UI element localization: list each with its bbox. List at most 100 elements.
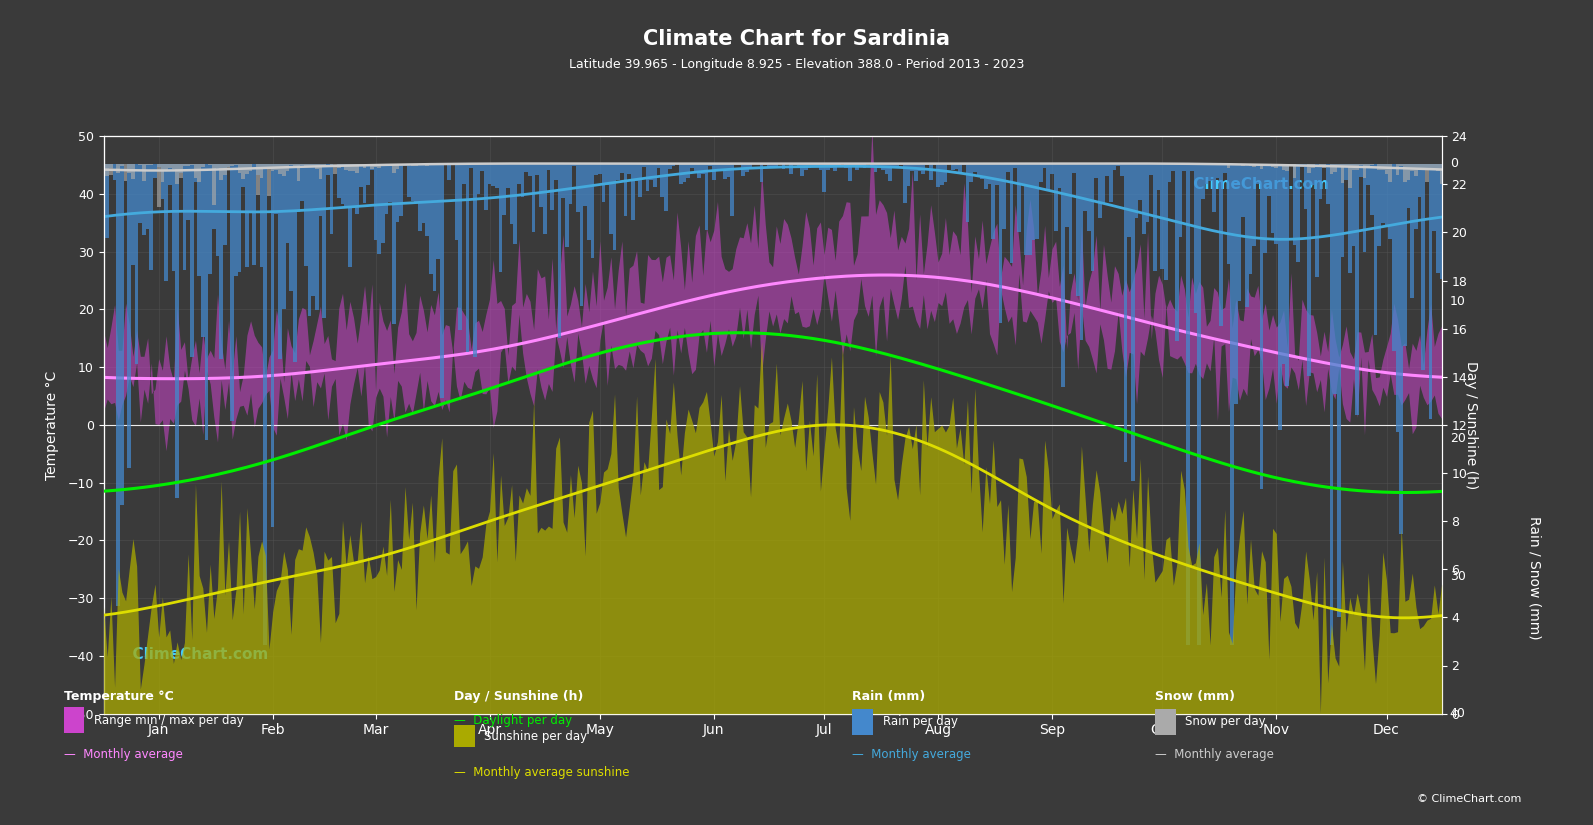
Bar — [973, 163, 977, 172]
Bar — [1235, 163, 1238, 165]
Bar — [859, 163, 863, 165]
Bar — [400, 163, 403, 215]
Bar — [1223, 163, 1227, 172]
Bar — [704, 163, 709, 230]
Bar — [510, 163, 513, 224]
Bar — [1418, 163, 1421, 167]
Text: © ClimeChart.com: © ClimeChart.com — [1416, 794, 1521, 804]
Bar — [1007, 163, 1010, 172]
Bar — [462, 163, 465, 184]
Bar — [1050, 163, 1055, 174]
Bar — [1421, 163, 1426, 370]
Bar — [411, 163, 414, 201]
Bar — [381, 163, 386, 243]
Bar — [108, 163, 113, 168]
Bar — [1227, 163, 1230, 263]
Bar — [172, 163, 175, 271]
Bar — [895, 163, 900, 167]
Bar — [209, 163, 212, 165]
Bar — [1241, 163, 1246, 166]
Bar — [1131, 163, 1134, 481]
Bar — [870, 163, 873, 167]
Bar — [282, 163, 285, 309]
Bar — [1120, 163, 1123, 177]
Bar — [378, 163, 381, 254]
Bar — [911, 163, 914, 171]
Bar — [1337, 163, 1341, 617]
Bar — [422, 163, 425, 223]
Bar — [969, 163, 973, 182]
Bar — [425, 163, 429, 166]
Bar — [914, 163, 918, 182]
Bar — [1168, 163, 1171, 182]
Bar — [322, 163, 327, 165]
Bar — [1142, 163, 1145, 234]
Bar — [271, 163, 274, 171]
Bar — [231, 163, 234, 166]
Bar — [260, 163, 263, 177]
Bar — [1421, 163, 1426, 171]
Bar — [1204, 163, 1207, 184]
Bar — [1201, 163, 1204, 199]
Bar — [304, 163, 307, 266]
Bar — [226, 163, 231, 167]
Bar — [1303, 163, 1308, 209]
Bar — [299, 163, 304, 200]
Bar — [237, 163, 242, 173]
Bar — [190, 163, 194, 356]
Bar — [403, 163, 406, 166]
Bar — [194, 163, 198, 182]
Bar — [1289, 163, 1294, 165]
Bar — [338, 163, 341, 168]
Bar — [1403, 163, 1407, 182]
Bar — [1157, 163, 1160, 190]
Bar — [1399, 163, 1403, 166]
Bar — [242, 163, 245, 178]
Bar — [1260, 163, 1263, 489]
Bar — [319, 163, 322, 179]
Bar — [723, 163, 726, 179]
Bar — [178, 163, 183, 178]
Bar — [363, 163, 366, 203]
Bar — [1055, 163, 1058, 231]
Bar — [999, 163, 1002, 323]
Bar — [1117, 163, 1120, 166]
Bar — [613, 163, 616, 250]
Bar — [825, 163, 830, 170]
Bar — [763, 163, 768, 165]
Bar — [448, 163, 451, 180]
Bar — [164, 163, 167, 280]
Bar — [642, 163, 645, 167]
Text: Rain per day: Rain per day — [883, 715, 957, 728]
Bar — [1080, 163, 1083, 340]
Bar — [1278, 163, 1282, 165]
Bar — [389, 163, 392, 202]
Bar — [965, 163, 969, 222]
Bar — [311, 163, 315, 296]
Bar — [1282, 163, 1286, 169]
Bar — [583, 163, 586, 206]
Bar — [1102, 163, 1106, 204]
Bar — [977, 163, 980, 176]
Bar — [1083, 163, 1086, 210]
Bar — [220, 163, 223, 359]
Bar — [279, 163, 282, 174]
Bar — [1171, 163, 1176, 171]
Bar — [1164, 163, 1168, 280]
Bar — [1271, 163, 1274, 167]
Bar — [330, 163, 333, 234]
Bar — [1294, 163, 1297, 178]
Bar — [487, 163, 491, 184]
Bar — [836, 163, 841, 167]
Bar — [577, 163, 580, 212]
Bar — [279, 163, 282, 359]
Bar — [113, 163, 116, 164]
Bar — [147, 163, 150, 165]
Bar — [1415, 163, 1418, 229]
Bar — [139, 163, 142, 224]
Bar — [819, 163, 822, 170]
Bar — [131, 163, 135, 179]
Bar — [538, 163, 543, 206]
Bar — [1043, 163, 1047, 168]
Bar — [215, 163, 220, 167]
